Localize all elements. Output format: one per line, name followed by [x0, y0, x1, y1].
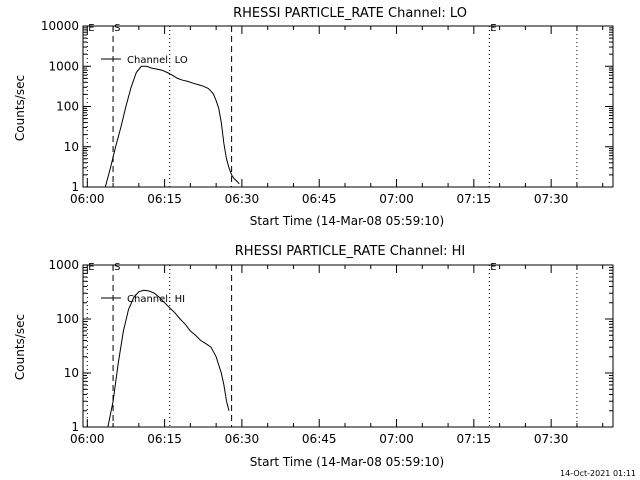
hi-x-tick-label: 06:15	[147, 432, 182, 446]
hi-x-tick-label: 06:30	[225, 432, 260, 446]
hi-x-tick-label: 06:00	[70, 432, 105, 446]
lo-y-tick-label: 1	[71, 180, 79, 194]
hi-y-tick-label: 10	[64, 366, 79, 380]
lo-event-marker-label: E	[490, 23, 496, 34]
hi-chart-title: RHESSI PARTICLE_RATE Channel: HI	[235, 244, 465, 259]
lo-event-marker-label: E	[88, 23, 94, 34]
hi-series-line	[107, 289, 230, 428]
lo-legend-label: Channel: LO	[127, 55, 188, 66]
hi-event-marker-label: E	[490, 262, 496, 273]
lo-x-tick-label: 06:30	[225, 192, 260, 206]
lo-y-axis-label: Counts/sec	[13, 75, 27, 141]
hi-event-marker-label: S	[114, 262, 120, 273]
hi-channel-panel: RHESSI PARTICLE_RATE Channel: HI Start T…	[13, 244, 614, 469]
lo-x-tick-label: 07:15	[457, 192, 492, 206]
lo-x-tick-label: 07:00	[379, 192, 414, 206]
lo-x-axis-label: Start Time (14-Mar-08 05:59:10)	[250, 214, 444, 228]
lo-y-tick-label: 100	[56, 100, 79, 114]
lo-plot-frame	[82, 25, 614, 188]
hi-x-tick-label: 06:45	[302, 432, 337, 446]
hi-x-tick-label: 07:15	[457, 432, 492, 446]
footer-timestamp: 14-Oct-2021 01:11	[560, 469, 636, 478]
lo-x-tick-label: 06:15	[147, 192, 182, 206]
hi-y-tick-label: 100	[56, 312, 79, 326]
lo-x-tick-label: 06:00	[70, 192, 105, 206]
hi-legend-label: Channel: HI	[127, 294, 185, 305]
lo-channel-panel: RHESSI PARTICLE_RATE Channel: LO Start T…	[13, 6, 614, 228]
hi-event-marker-label: E	[88, 262, 94, 273]
hi-y-tick-label: 1000	[48, 258, 79, 272]
lo-y-tick-label: 1000	[48, 59, 79, 73]
lo-x-tick-label: 07:30	[534, 192, 569, 206]
lo-y-tick-label: 10000	[41, 19, 79, 33]
hi-x-tick-label: 07:30	[534, 432, 569, 446]
hi-x-tick-label: 07:00	[379, 432, 414, 446]
lo-series-line	[104, 65, 240, 188]
lo-event-marker-label: S	[114, 23, 120, 34]
hi-plot-frame	[82, 264, 614, 428]
lo-chart-title: RHESSI PARTICLE_RATE Channel: LO	[233, 6, 467, 21]
lo-y-tick-label: 10	[64, 140, 79, 154]
hi-x-axis-label: Start Time (14-Mar-08 05:59:10)	[250, 455, 444, 469]
hi-y-axis-label: Counts/sec	[13, 314, 27, 380]
hi-y-tick-label: 1	[71, 420, 79, 434]
lo-x-tick-label: 06:45	[302, 192, 337, 206]
